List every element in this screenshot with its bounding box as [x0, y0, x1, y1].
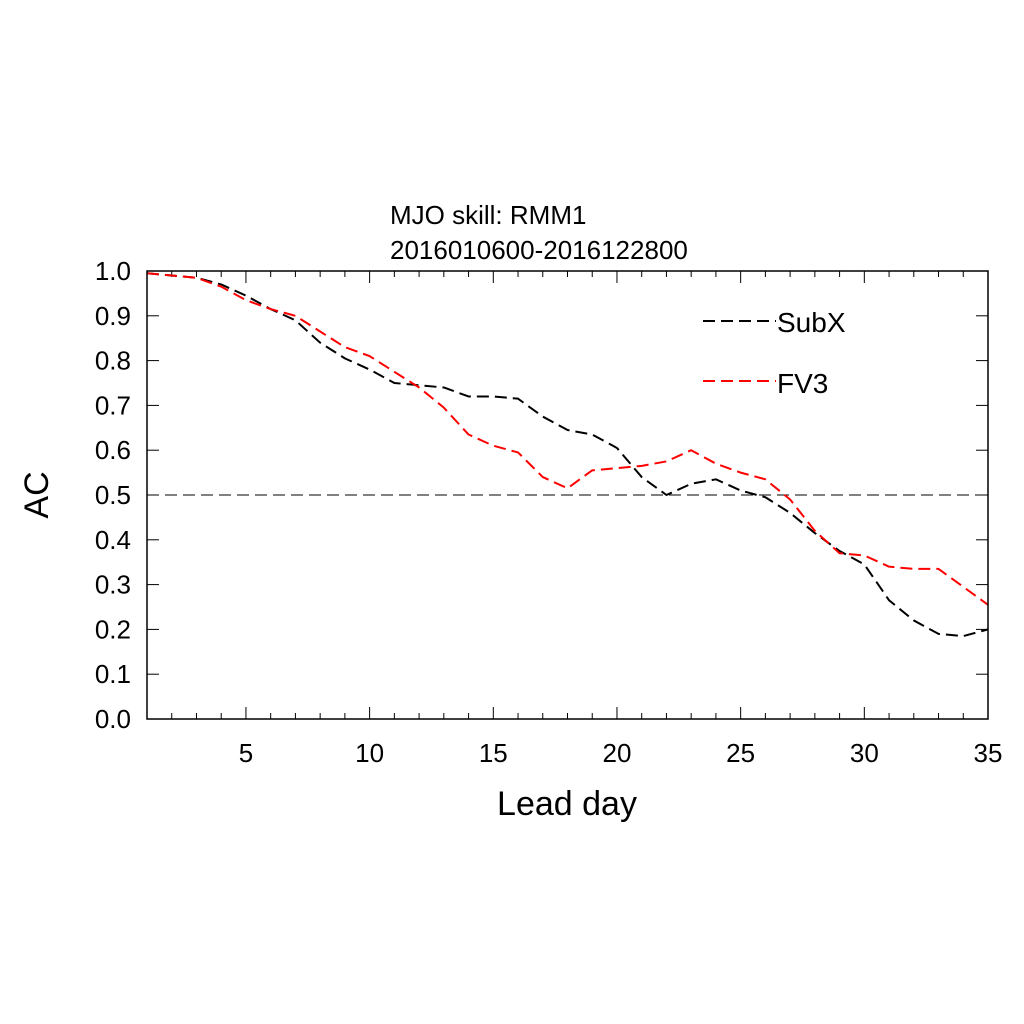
x-tick-label: 15: [479, 738, 508, 768]
x-tick-label: 25: [726, 738, 755, 768]
y-tick-label: 0.7: [95, 390, 131, 420]
series-layer: [146, 272, 989, 638]
y-tick-label: 0.8: [95, 346, 131, 376]
y-tick-label: 0.6: [95, 435, 131, 465]
x-tick-label: 20: [603, 738, 632, 768]
y-tick-label: 0.5: [95, 480, 131, 510]
legend: SubX FV3: [703, 307, 846, 399]
y-tick-label: 0.3: [95, 570, 131, 600]
y-tick-label: 0.0: [95, 704, 131, 734]
y-tick-label: 0.9: [95, 301, 131, 331]
y-tick-label: 1.0: [95, 256, 131, 286]
x-axis-label: Lead day: [497, 785, 637, 823]
y-tick-label: 0.2: [95, 614, 131, 644]
y-tick-label: 0.1: [95, 659, 131, 689]
x-tick-label: 35: [974, 738, 1003, 768]
plot-frame: [146, 270, 989, 720]
grid-and-ticks: [146, 270, 989, 720]
legend-label-subx: SubX: [777, 307, 846, 338]
x-tick-labels: 5 10 15 20 25 30 35: [239, 738, 1003, 768]
chart-title-line1: MJO skill: RMM1: [390, 200, 586, 230]
x-tick-label: 30: [850, 738, 879, 768]
chart-title-line2: 2016010600-2016122800: [390, 235, 688, 265]
series-line-subx: [146, 272, 989, 638]
x-tick-label: 10: [355, 738, 384, 768]
legend-label-fv3: FV3: [777, 368, 828, 399]
y-tick-labels: 0.0 0.1 0.2 0.3 0.4 0.5 0.6 0.7 0.8 0.9 1.0: [95, 256, 131, 734]
x-tick-label: 5: [239, 738, 253, 768]
y-tick-label: 0.4: [95, 525, 131, 555]
y-axis-label: AC: [18, 471, 56, 518]
series-line-fv3: [146, 272, 989, 606]
